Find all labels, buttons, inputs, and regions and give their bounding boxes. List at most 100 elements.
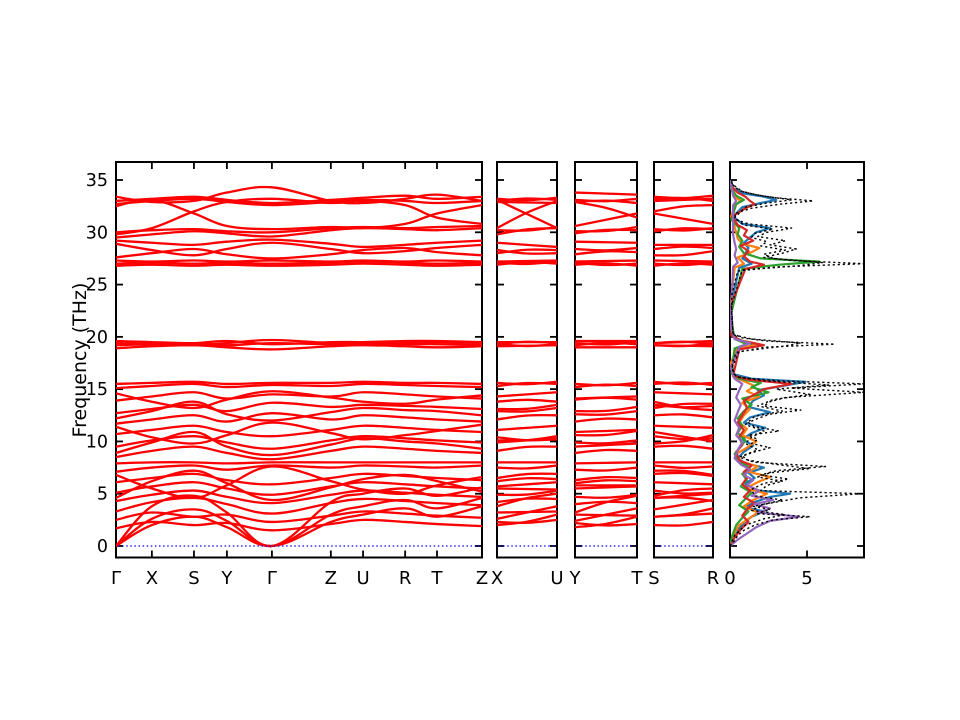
phonon-band (116, 518, 482, 532)
phonon-band (575, 340, 637, 346)
phonon-band (497, 380, 557, 386)
y-tick-label: 0 (97, 537, 108, 557)
y-tick-label: 15 (86, 380, 108, 400)
phonon-band (654, 435, 713, 441)
phonon-band (575, 225, 637, 233)
phonon-band (654, 471, 713, 478)
phonon-band (654, 413, 713, 419)
y-tick-label: 10 (86, 432, 108, 452)
phonon-band (575, 428, 637, 434)
kpoint-label: S (188, 568, 199, 589)
pdos-purple-curve (730, 179, 801, 547)
phonon-band (654, 380, 713, 386)
kpoint-label: Y (220, 568, 233, 589)
phonon-band (654, 481, 713, 486)
kpoint-label: T (631, 568, 644, 589)
phonon-band (497, 259, 557, 263)
phonon-band (575, 448, 637, 455)
phonon-band (575, 442, 637, 448)
band-lines-panel2 (497, 196, 557, 547)
phonon-band (116, 445, 482, 461)
phonon-band (497, 248, 557, 255)
phonon-band (575, 485, 637, 490)
pdos-green-curve (730, 179, 821, 547)
phonon-band (654, 194, 713, 200)
phonon-band (575, 381, 637, 387)
phonon-band (654, 339, 713, 345)
phonon-band (116, 338, 482, 347)
phonon-band (575, 200, 637, 219)
phonon-band (497, 445, 557, 452)
y-axis-label: Frequency (THz) (69, 282, 91, 438)
phonon-band (497, 196, 557, 202)
phonon-band (116, 421, 482, 445)
phonon-band (116, 224, 482, 234)
kpoint-label: X (146, 568, 158, 589)
phonon-band (575, 409, 637, 416)
phonon-band (116, 435, 482, 450)
phonon-band (116, 489, 482, 505)
phonon-band (116, 262, 482, 267)
dos-curves (730, 179, 864, 547)
phonon-band (116, 464, 482, 473)
kpoint-label: S (648, 568, 659, 589)
band-lines-panel3 (575, 191, 637, 547)
phonon-band (116, 198, 482, 231)
phonon-band (116, 260, 482, 265)
phonon-band (497, 260, 557, 266)
phonon-band (575, 417, 637, 423)
phonon-band (575, 466, 637, 472)
phonon-band (654, 487, 713, 497)
phonon-band (116, 259, 482, 263)
phonon-band (497, 241, 557, 249)
phonon-band (497, 464, 557, 470)
pdos-blue-curve (730, 179, 807, 547)
y-tick-label: 25 (86, 276, 108, 296)
phonon-band (654, 492, 713, 500)
kpoint-label: U (550, 568, 563, 589)
phonon-band (654, 520, 713, 527)
phonon-band (654, 512, 713, 518)
phonon-band (116, 465, 482, 500)
phonon-band (116, 185, 482, 205)
phonon-band (497, 398, 557, 403)
phonon-band (654, 498, 713, 511)
phonon-band (654, 402, 713, 410)
phonon-band (575, 475, 637, 482)
phonon-band (654, 261, 713, 267)
phonon-band (654, 212, 713, 226)
phonon-band (116, 496, 482, 548)
kpoint-label: X (491, 568, 503, 589)
phonon-band (497, 489, 557, 497)
phonon-band (116, 339, 482, 346)
kpoint-label: Γ (267, 568, 277, 589)
phonon-band (575, 493, 637, 499)
phonon-band (575, 197, 637, 203)
phonon-band (497, 477, 557, 483)
phonon-band (116, 481, 482, 496)
phonon-band (575, 513, 637, 517)
y-tick-label: 5 (97, 485, 108, 505)
phonon-band (575, 479, 637, 485)
phonon-band (654, 424, 713, 429)
phonon-band (575, 405, 637, 413)
phonon-band (497, 343, 557, 348)
phonon-band (654, 430, 713, 443)
phonon-band (116, 241, 482, 257)
phonon-band (116, 197, 482, 236)
phonon-band (654, 464, 713, 470)
kpoint-label: Y (569, 568, 582, 589)
phonon-band (654, 469, 713, 477)
phonon-band (116, 380, 482, 386)
kpoint-label: R (707, 568, 720, 589)
phonon-band (497, 510, 557, 514)
phonon-band (497, 481, 557, 488)
total-dos-a-curve (730, 179, 864, 547)
phonon-band (116, 461, 482, 465)
band-lines-panel4 (654, 194, 713, 547)
phonon-band (116, 238, 482, 249)
phonon-band (575, 521, 637, 527)
